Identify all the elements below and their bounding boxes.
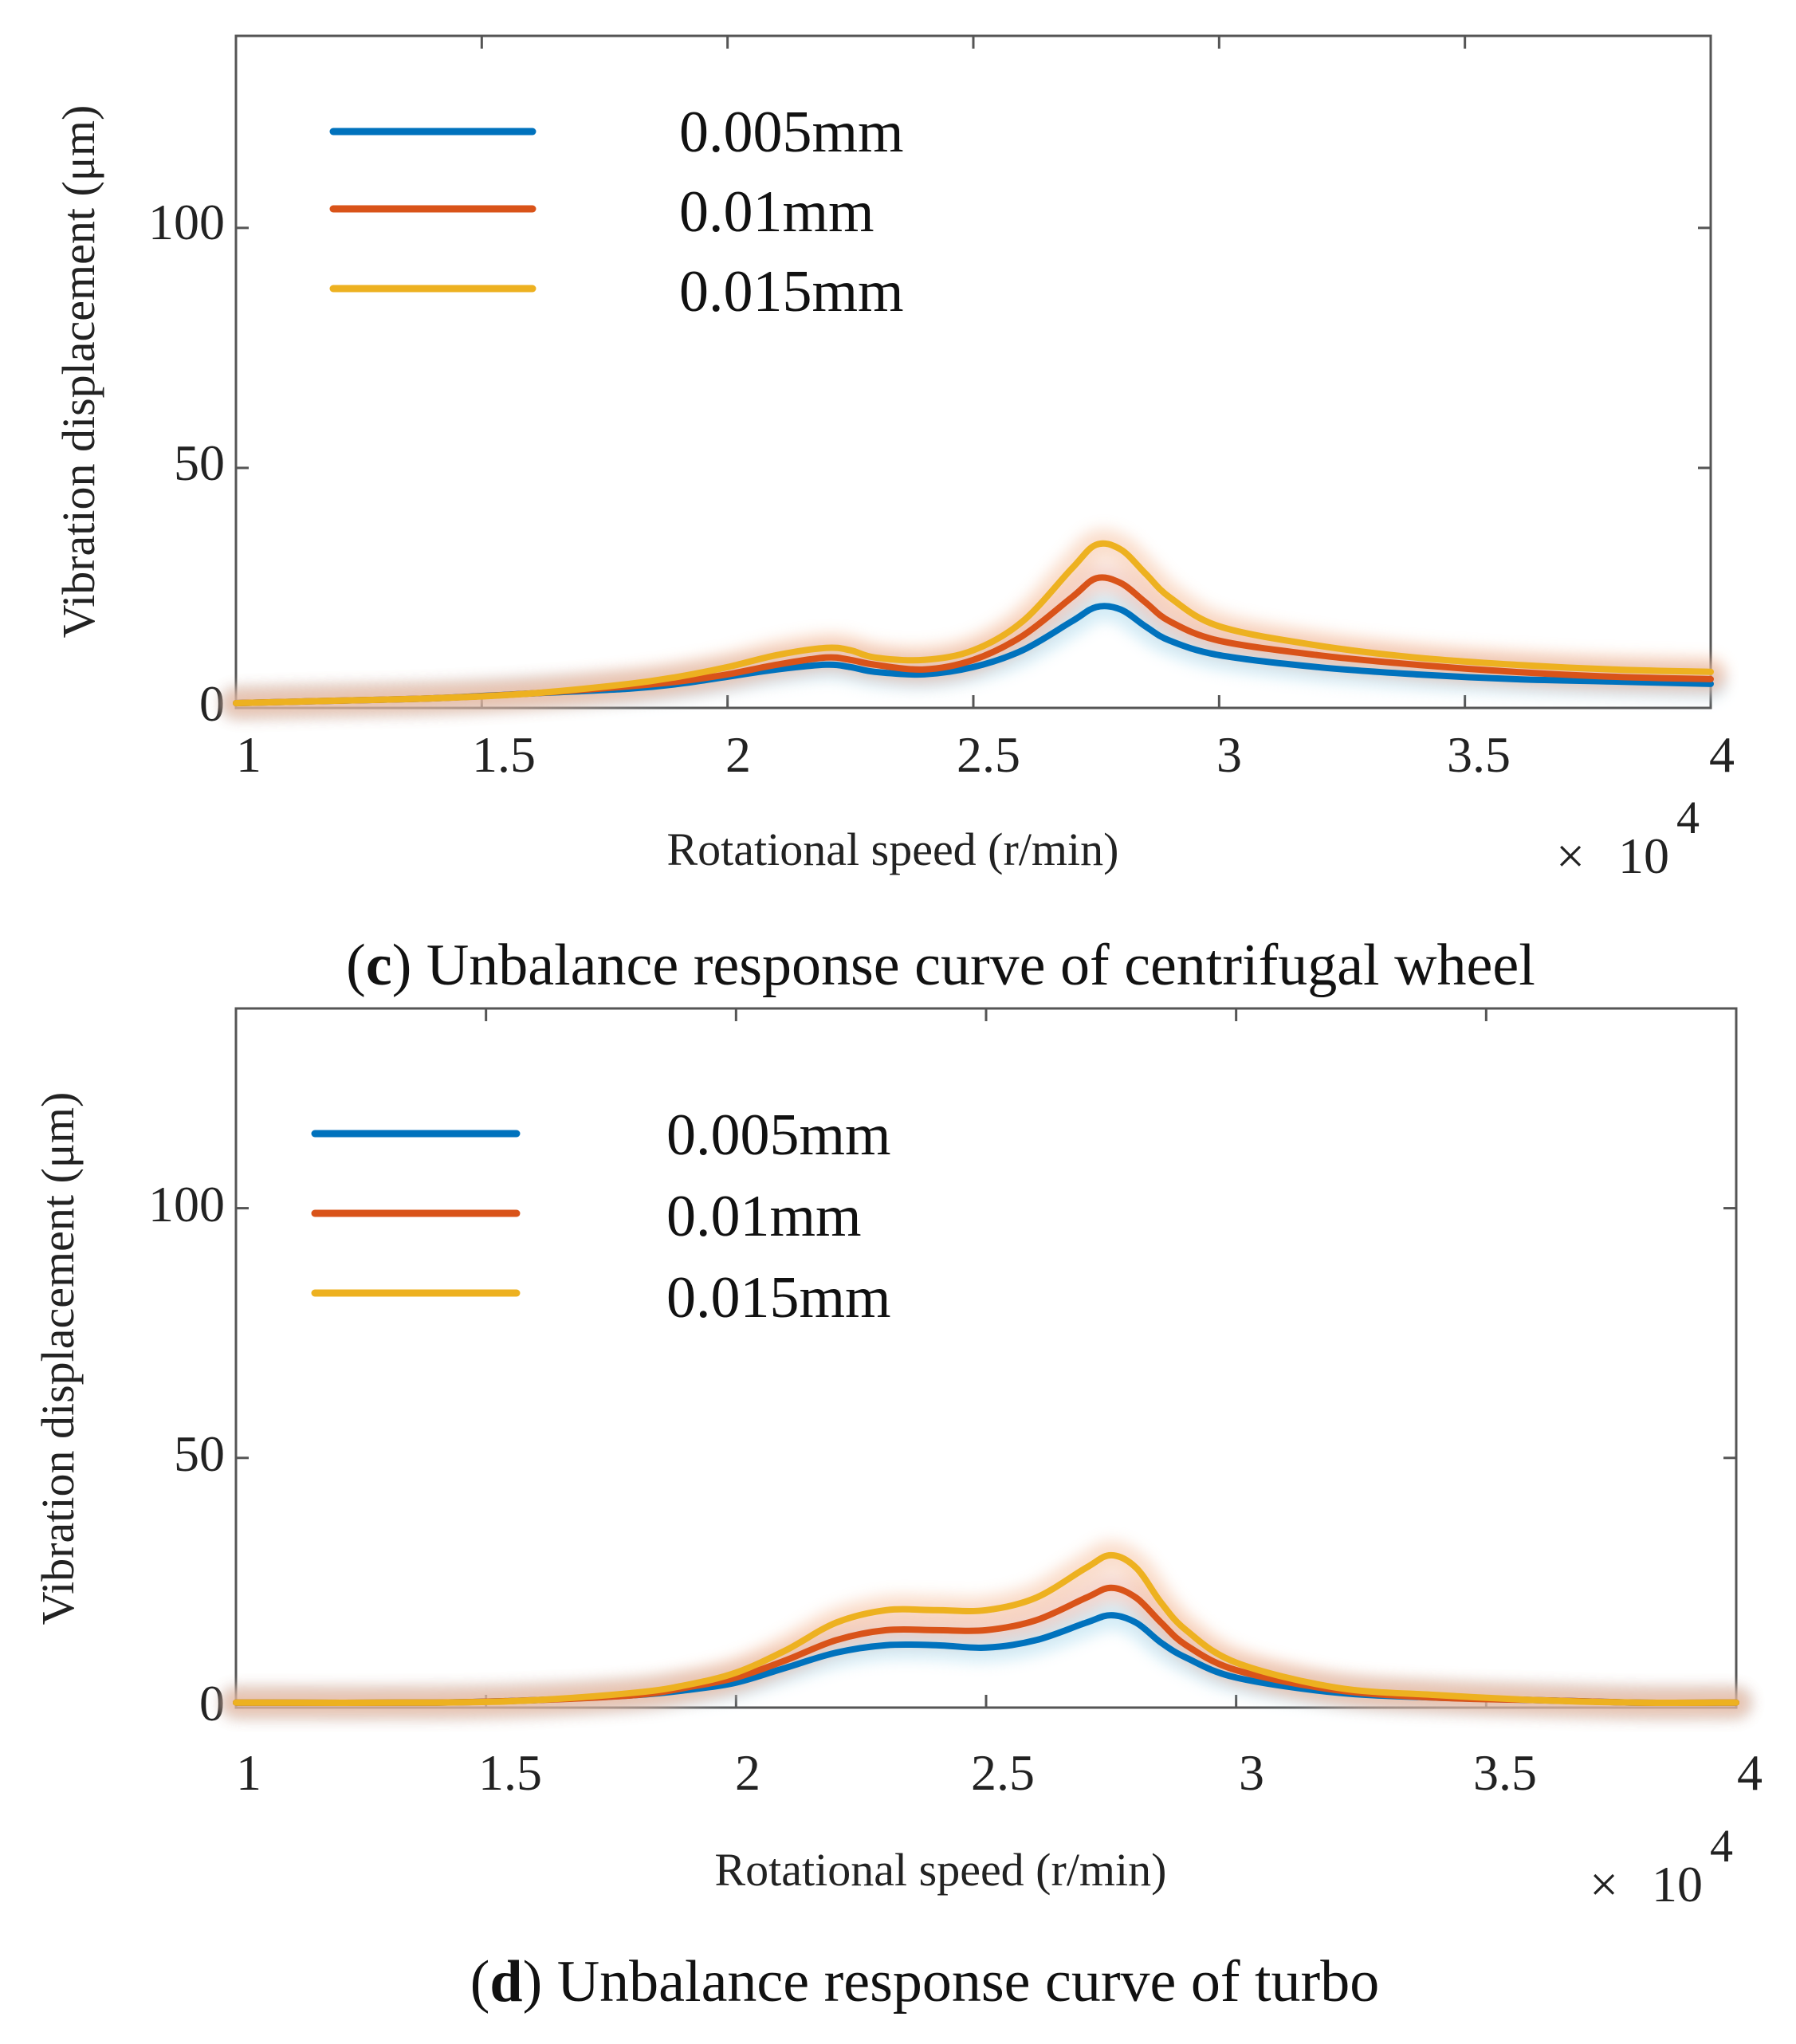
- y-tick-label: 100: [148, 1176, 225, 1232]
- y-tick-labels: 0 50 100: [148, 1176, 225, 1732]
- multiplier-exponent: 4: [1676, 792, 1700, 843]
- x-axis-label: Rotational speed (r/min): [715, 1844, 1167, 1896]
- y-axis-label: Vibration displacement (μm): [32, 1092, 84, 1625]
- x-tick-label: 3: [1216, 726, 1242, 783]
- series-layer: [222, 1540, 1751, 1717]
- x-tick-label: 3.5: [1473, 1744, 1537, 1801]
- x-tick-label: 3.5: [1447, 726, 1511, 783]
- caption-text: ) Unbalance response curve of turbo: [523, 1949, 1380, 2015]
- caption-open: (: [346, 933, 366, 998]
- x-tick-label: 2: [735, 1744, 760, 1801]
- x-tick-label: 1: [236, 726, 261, 783]
- x-tick-label: 2.5: [971, 1744, 1035, 1801]
- legend-label-001mm: 0.01mm: [679, 179, 874, 245]
- axis-ticks: [234, 36, 1712, 710]
- x-tick-labels: 1 1.5 2 2.5 3 3.5 4: [236, 726, 1735, 783]
- x-tick-label: 2: [725, 726, 751, 783]
- caption-letter: c: [366, 933, 392, 998]
- chart-panel-c: 0 50 100 1 1.5 2 2.5 3 3.5 4 Rotational …: [53, 34, 1735, 998]
- caption-letter: d: [489, 1949, 522, 2015]
- x-tick-labels: 1 1.5 2 2.5 3 3.5 4: [236, 1744, 1763, 1801]
- y-tick-label: 50: [174, 1425, 225, 1482]
- legend-label-0015mm: 0.015mm: [679, 259, 904, 324]
- y-tick-label: 0: [199, 675, 225, 732]
- x-multiplier: × 10 4: [1590, 1820, 1733, 1912]
- multiplier-sign: ×: [1556, 827, 1585, 884]
- legend-label-0005mm: 0.005mm: [679, 100, 904, 165]
- x-tick-label: 1.5: [478, 1744, 542, 1801]
- multiplier-base: 10: [1652, 1856, 1703, 1912]
- series-line-0015mm: [233, 1551, 1739, 1706]
- x-tick-label: 1: [236, 1744, 261, 1801]
- x-tick-label: 1.5: [472, 726, 536, 783]
- series-line-0015mm: [233, 540, 1714, 706]
- y-tick-label: 0: [199, 1675, 225, 1732]
- caption-text: ) Unbalance response curve of centrifuga…: [392, 933, 1535, 998]
- legend-label-0015mm: 0.015mm: [666, 1265, 891, 1331]
- series-layer: [222, 529, 1725, 717]
- legend-label-001mm: 0.01mm: [666, 1184, 862, 1249]
- caption-c: (c) Unbalance response curve of centrifu…: [346, 933, 1535, 998]
- x-tick-label: 3: [1239, 1744, 1264, 1801]
- caption-open: (: [470, 1949, 490, 2015]
- y-tick-label: 100: [148, 194, 225, 250]
- x-tick-label: 4: [1737, 1744, 1763, 1801]
- multiplier-exponent: 4: [1710, 1820, 1733, 1872]
- legend: 0.005mm 0.01mm 0.015mm: [301, 1103, 891, 1331]
- legend-label-0005mm: 0.005mm: [666, 1103, 891, 1168]
- x-multiplier: × 10 4: [1556, 792, 1700, 884]
- y-axis-label: Vibration displacement (μm): [53, 105, 104, 639]
- y-tick-labels: 0 50 100: [148, 194, 225, 732]
- legend: 0.005mm 0.01mm 0.015mm: [320, 100, 904, 324]
- x-tick-label: 2.5: [957, 726, 1020, 783]
- caption-d: (d) Unbalance response curve of turbo: [470, 1949, 1379, 2015]
- chart-panel-d: 0 50 100 1 1.5 2 2.5 3 3.5 4 Rotational …: [32, 1007, 1763, 2015]
- multiplier-sign: ×: [1590, 1856, 1618, 1912]
- y-tick-label: 50: [174, 434, 225, 491]
- x-axis-label: Rotational speed (r/min): [667, 823, 1119, 875]
- multiplier-base: 10: [1618, 827, 1669, 884]
- x-tick-label: 4: [1709, 726, 1735, 783]
